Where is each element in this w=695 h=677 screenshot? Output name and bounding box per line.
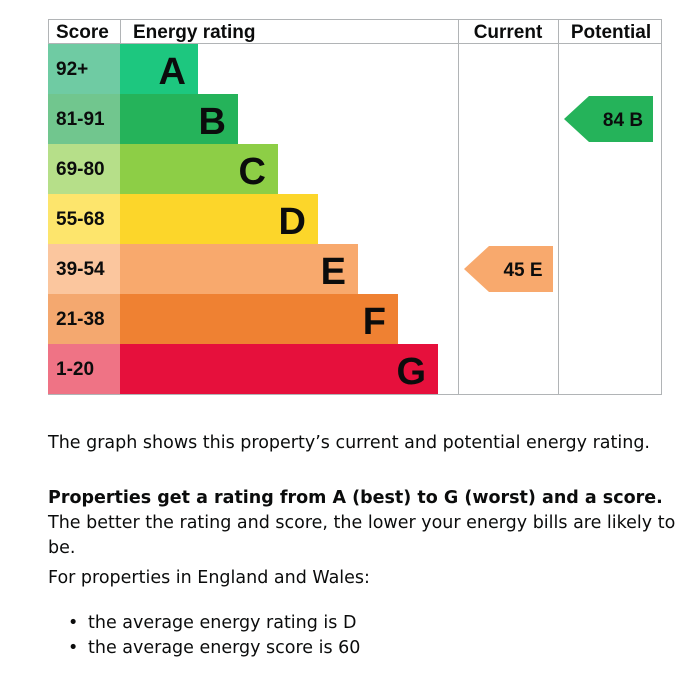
average-list: • the average energy rating is D • the ave… [48, 611, 360, 661]
current-rating-arrow [464, 246, 553, 292]
score-range-d: 55-68 [56, 209, 105, 230]
rating-bar-d [120, 194, 318, 244]
band-letter-d: D [279, 201, 306, 243]
score-cell-g [48, 344, 120, 394]
rating-bar-b [120, 94, 238, 144]
band-letter-a: A [159, 51, 186, 93]
score-range-f: 21-38 [56, 309, 105, 330]
band-letter-b: B [199, 101, 226, 143]
rating-bar-c [120, 144, 278, 194]
score-range-a: 92+ [56, 59, 88, 80]
score-range-e: 39-54 [56, 259, 105, 280]
header-energy-rating: Energy rating [133, 22, 255, 43]
list-item: • the average energy rating is D [68, 611, 360, 636]
graph-description: The graph shows this property’s current … [48, 433, 650, 453]
rating-bar-f [120, 294, 398, 344]
band-letter-c: C [239, 151, 266, 193]
list-item: • the average energy score is 60 [68, 636, 361, 661]
score-cell-d [48, 194, 120, 244]
energy-rating-chart: 92+ A81-91 B69-80 C55-68 D39-54 E21-38 F1-20 G … [48, 19, 662, 395]
bullet-icon: • [68, 638, 79, 658]
rating-bar-g [120, 344, 438, 394]
header-current: Current [474, 22, 543, 43]
rating-explanation-bold: Properties get a rating from A (best) to… [48, 488, 663, 508]
rating-explanation-rest: The better the rating and score, the low… [48, 513, 676, 558]
score-range-b: 81-91 [56, 109, 105, 130]
score-cell-f [48, 294, 120, 344]
score-cell-e [48, 244, 120, 294]
region-note: For properties in England and Wales: [48, 568, 370, 588]
average-score-text: the average energy score is 60 [88, 638, 361, 658]
rating-explanation: Properties get a rating from A (best) to… [48, 486, 678, 561]
rating-bar-a [120, 44, 198, 94]
header-potential: Potential [571, 22, 651, 43]
band-letter-e: E [321, 251, 346, 293]
score-cell-c [48, 144, 120, 194]
potential-rating-arrow [564, 96, 653, 142]
bullet-icon: • [68, 613, 79, 633]
potential-rating-label: 84 B [603, 110, 643, 131]
score-cell-b [48, 94, 120, 144]
score-cell-a [48, 44, 120, 94]
rating-bar-e [120, 244, 358, 294]
band-letter-f: F [363, 301, 386, 343]
score-range-g: 1-20 [56, 359, 94, 380]
header-score: Score [56, 22, 109, 43]
average-rating-text: the average energy rating is D [88, 613, 357, 633]
band-letter-g: G [396, 351, 426, 393]
current-rating-label: 45 E [503, 260, 542, 281]
score-range-c: 69-80 [56, 159, 105, 180]
